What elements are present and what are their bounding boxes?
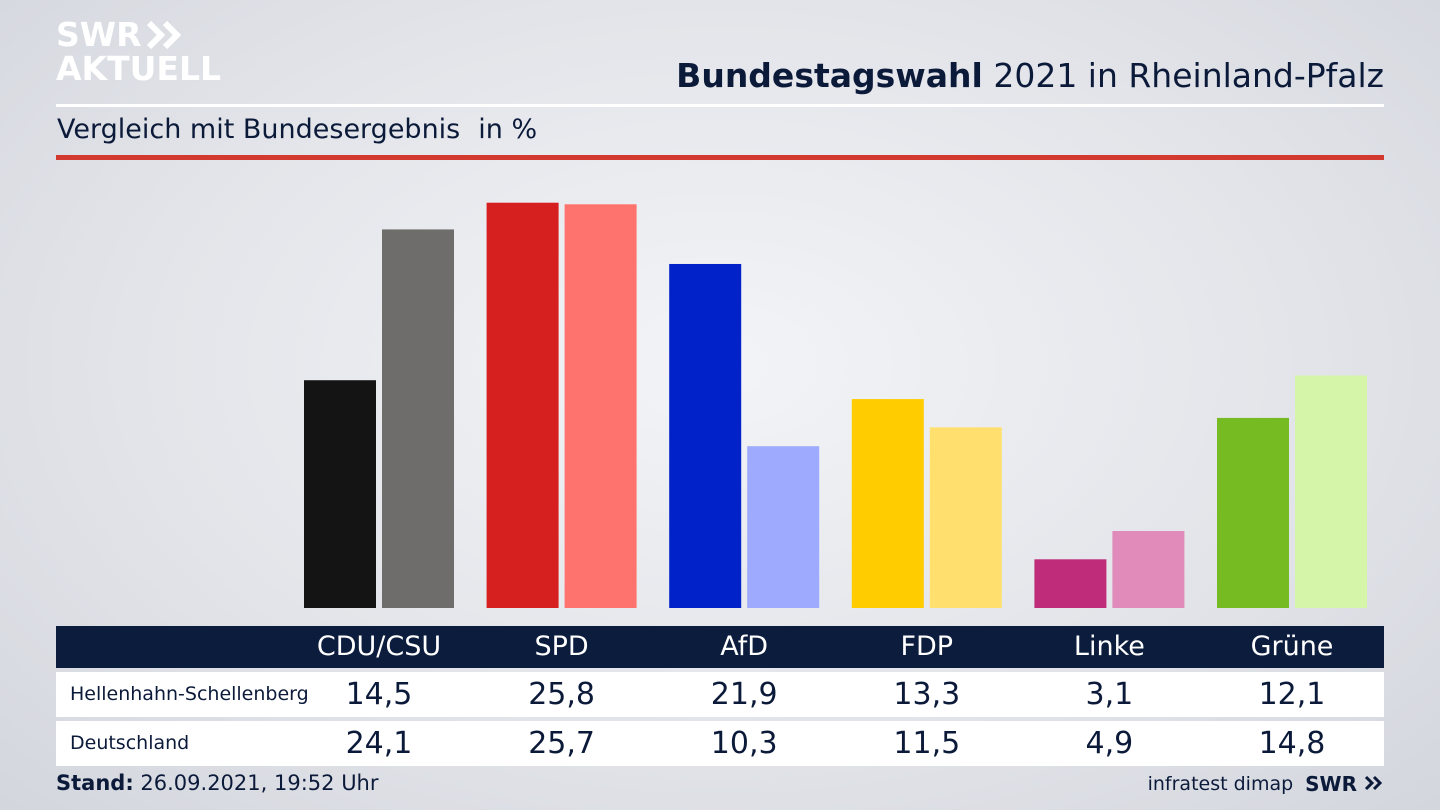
bar-spd-national — [564, 204, 637, 608]
table-row: Hellenhahn-Schellenberg 14,5 25,8 21,9 13,3… — [56, 672, 1384, 717]
bar-linke-local — [1034, 559, 1107, 608]
stand-value: 26.09.2021, 19:52 Uhr — [140, 771, 379, 795]
table-row: Deutschland 24,1 25,7 10,3 11,5 4,9 14,8 — [56, 721, 1384, 766]
table-header: CDU/CSU SPD AfD FDP Linke Grüne — [56, 626, 1384, 668]
subtitle-text: Vergleich mit Bundesergebnis — [57, 114, 461, 145]
logo-aktuell-text: AKTUELL — [56, 49, 222, 88]
value-cell: 25,8 — [528, 677, 595, 712]
bar-afd-national — [747, 446, 820, 608]
logo-swr-text: SWR — [56, 15, 142, 54]
footer-swr-logo: SWR — [1305, 772, 1384, 796]
party-header: FDP — [900, 631, 954, 662]
value-cell: 24,1 — [345, 726, 413, 761]
title-rest: 2021 in Rheinland-Pfalz — [993, 56, 1384, 95]
title-bold: Bundestagswahl — [676, 56, 983, 95]
party-header: Linke — [1073, 631, 1145, 662]
value-cell: 14,8 — [1258, 726, 1326, 761]
party-header: SPD — [534, 631, 589, 662]
footer-credits: infratest dimap SWR — [1148, 772, 1384, 796]
double-chevron-icon — [146, 20, 181, 50]
bar-grüne-national — [1295, 375, 1367, 608]
value-cell: 21,9 — [710, 677, 778, 712]
bar-cdu-csu-national — [382, 229, 454, 608]
source-credit: infratest dimap — [1147, 773, 1294, 795]
row-label: Deutschland — [70, 732, 190, 754]
bar-fdp-national — [929, 427, 1002, 608]
bar-cdu-csu-local — [304, 380, 376, 608]
value-cell: 4,9 — [1085, 726, 1134, 761]
timestamp: Stand: 26.09.2021, 19:52 Uhr — [56, 771, 379, 795]
chart-subtitle: Vergleich mit Bundesergebnis in % — [57, 114, 537, 145]
footer-swr-text: SWR — [1305, 772, 1358, 796]
bar-chart — [304, 202, 1367, 608]
page-title: Bundestagswahl 2021 in Rheinland-Pfalz — [676, 56, 1384, 95]
value-cell: 14,5 — [345, 677, 413, 712]
party-header: Grüne — [1250, 631, 1334, 662]
value-cell: 10,3 — [710, 726, 778, 761]
header-divider — [56, 104, 1384, 107]
value-cell: 3,1 — [1085, 677, 1134, 712]
value-cell: 12,1 — [1258, 677, 1326, 712]
bar-grüne-local — [1217, 417, 1289, 608]
bar-fdp-local — [851, 399, 924, 608]
stand-label: Stand: — [56, 771, 134, 795]
bar-afd-local — [669, 263, 742, 608]
value-cell: 11,5 — [893, 726, 961, 761]
bar-linke-national — [1112, 531, 1185, 608]
accent-divider — [56, 155, 1384, 160]
double-chevron-icon — [1364, 775, 1383, 791]
value-cell: 25,7 — [528, 726, 595, 761]
swr-aktuell-logo: SWR AKTUELL — [56, 18, 221, 86]
party-header: AfD — [720, 631, 769, 662]
bar-spd-local — [486, 202, 559, 608]
value-cell: 13,3 — [893, 677, 961, 712]
row-label: Hellenhahn-Schellenberg — [70, 683, 309, 705]
subtitle-unit: in % — [478, 114, 538, 145]
results-table: CDU/CSU SPD AfD FDP Linke Grüne Hellenhahn-Sc… — [56, 626, 1384, 766]
party-header: CDU/CSU — [316, 631, 442, 662]
